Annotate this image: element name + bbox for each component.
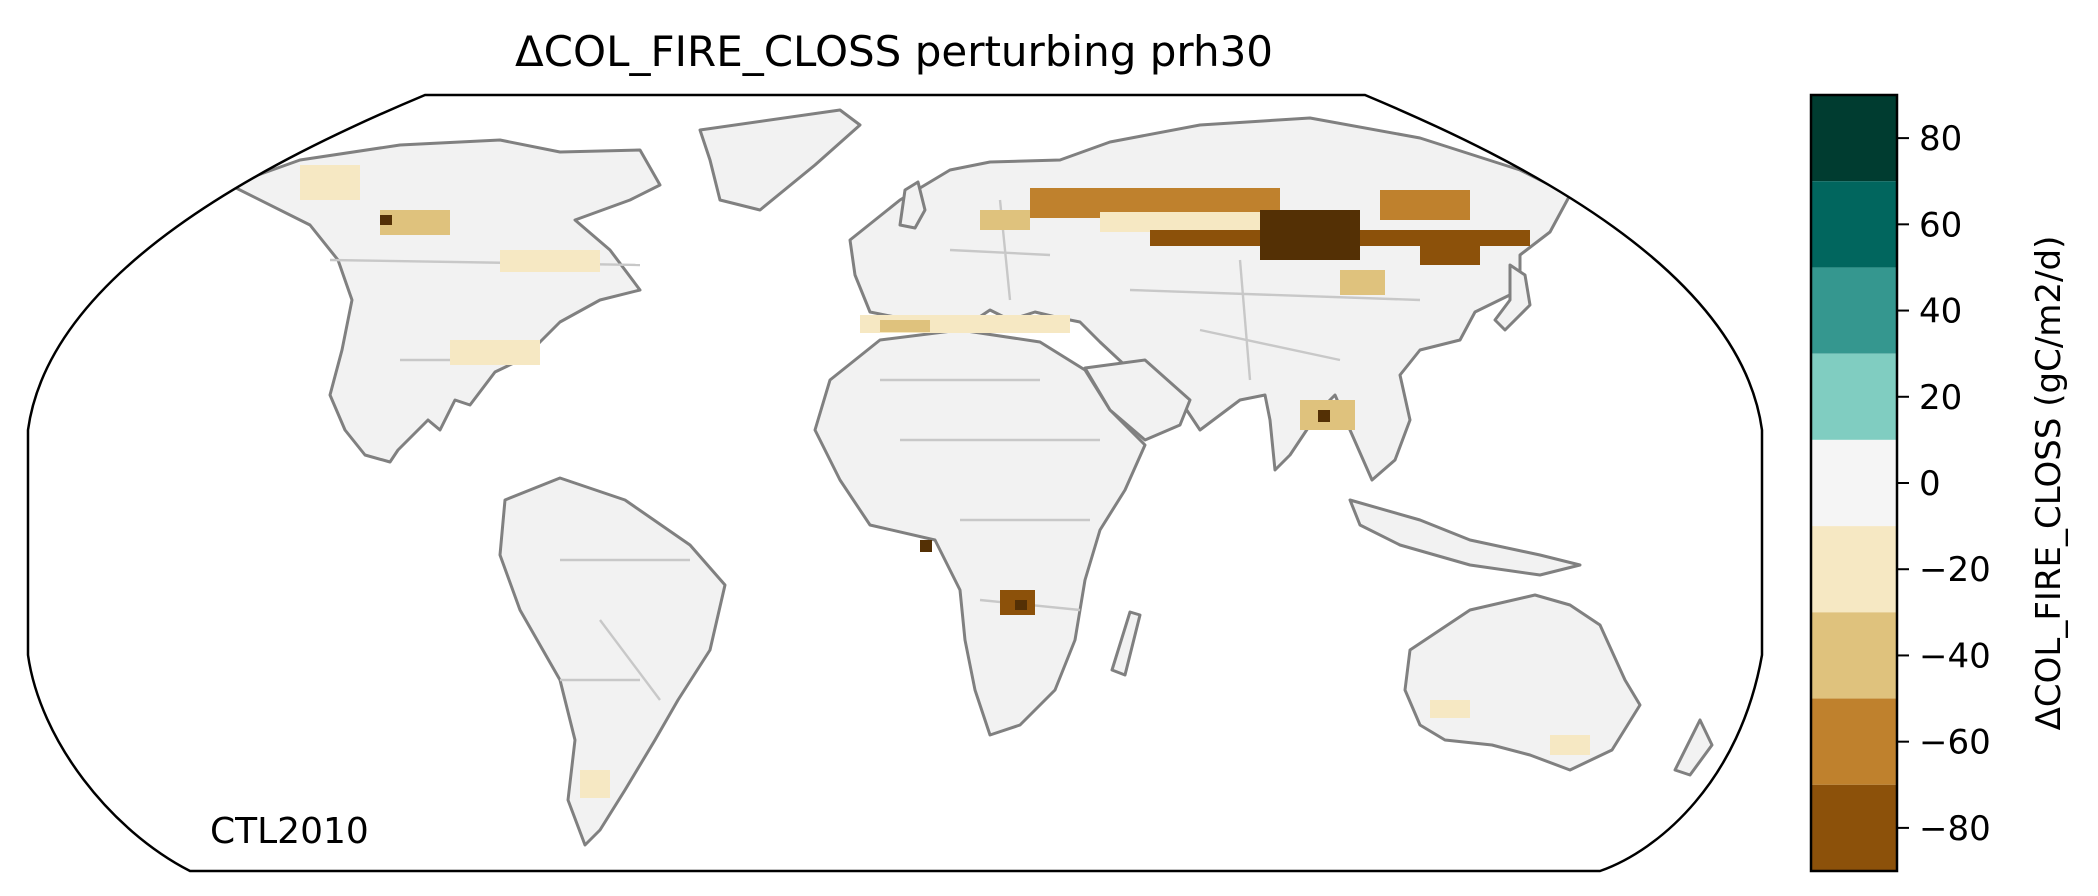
run-label: CTL2010 — [210, 811, 369, 852]
country-borders — [329, 199, 1421, 701]
anomaly-cell — [1420, 235, 1480, 265]
land-south-america — [498, 476, 727, 847]
anomaly-cell — [1430, 700, 1470, 718]
land-north-america — [228, 138, 662, 464]
anomaly-cell — [1380, 190, 1470, 220]
colorbar-frame — [1809, 93, 1899, 873]
land-madagascar — [1110, 610, 1142, 677]
anomaly-cell — [380, 215, 392, 225]
map-panel: CTL2010 — [26, 93, 1764, 873]
colorbar-bins — [1811, 95, 1897, 871]
anomaly-cell — [1550, 735, 1590, 755]
anomaly-cell — [1100, 212, 1280, 232]
colorbar-tick-label: 60 — [1919, 205, 1962, 245]
colorbar-label: ΔCOL_FIRE_CLOSS (gC/m2/d) — [2029, 236, 2069, 731]
anomaly-cell — [1340, 270, 1385, 295]
colorbar-tick-label: 0 — [1919, 464, 1941, 504]
colorbar-ticks: 80 60 40 20 0 −20 −40 −60 −80 — [1897, 119, 1991, 849]
land-arabia — [1083, 358, 1192, 442]
colorbar-bin — [1811, 267, 1897, 354]
landmasses — [228, 108, 1714, 847]
land-new-zealand — [1673, 718, 1714, 777]
anomaly-cell — [920, 540, 932, 552]
colorbar-bin — [1811, 181, 1897, 268]
anomaly-cell — [300, 165, 360, 200]
colorbar-tick-label: −80 — [1919, 809, 1991, 849]
anomaly-cell — [580, 770, 610, 798]
globe-outline — [26, 93, 1764, 873]
anomaly-cell — [1015, 600, 1027, 610]
land-indonesia — [1348, 498, 1582, 577]
anomaly-cell — [980, 210, 1030, 230]
colorbar-tick-label: 80 — [1919, 119, 1962, 159]
colorbar-tick-label: −60 — [1919, 723, 1991, 763]
colorbar-tick-label: −20 — [1919, 550, 1991, 590]
colorbar-bin — [1811, 698, 1897, 785]
colorbar-bin — [1811, 439, 1897, 527]
colorbar: 80 60 40 20 0 −20 −40 −60 −80 ΔCOL_FIRE_CLOSS (g… — [1809, 93, 2069, 873]
colorbar-bin — [1811, 784, 1897, 871]
colorbar-bin — [1811, 95, 1897, 182]
colorbar-bin — [1811, 353, 1897, 440]
anomaly-cell — [880, 320, 930, 332]
land-uk — [898, 180, 927, 230]
land-greenland — [698, 108, 862, 212]
anomaly-cell — [450, 340, 540, 365]
anomaly-cell — [1260, 210, 1360, 260]
colorbar-tick-label: 20 — [1919, 378, 1962, 418]
colorbar-bin — [1811, 526, 1897, 613]
anomaly-cell — [1318, 410, 1330, 422]
land-australia — [1403, 593, 1642, 772]
colorbar-tick-label: 40 — [1919, 292, 1962, 332]
anomaly-cell — [500, 250, 600, 272]
anomaly-cells — [300, 165, 1590, 798]
land-africa — [813, 328, 1147, 737]
colorbar-bin — [1811, 612, 1897, 699]
land-japan — [1493, 263, 1532, 332]
colorbar-tick-label: −40 — [1919, 636, 1991, 676]
map-title: ΔCOL_FIRE_CLOSS perturbing prh30 — [515, 27, 1273, 76]
